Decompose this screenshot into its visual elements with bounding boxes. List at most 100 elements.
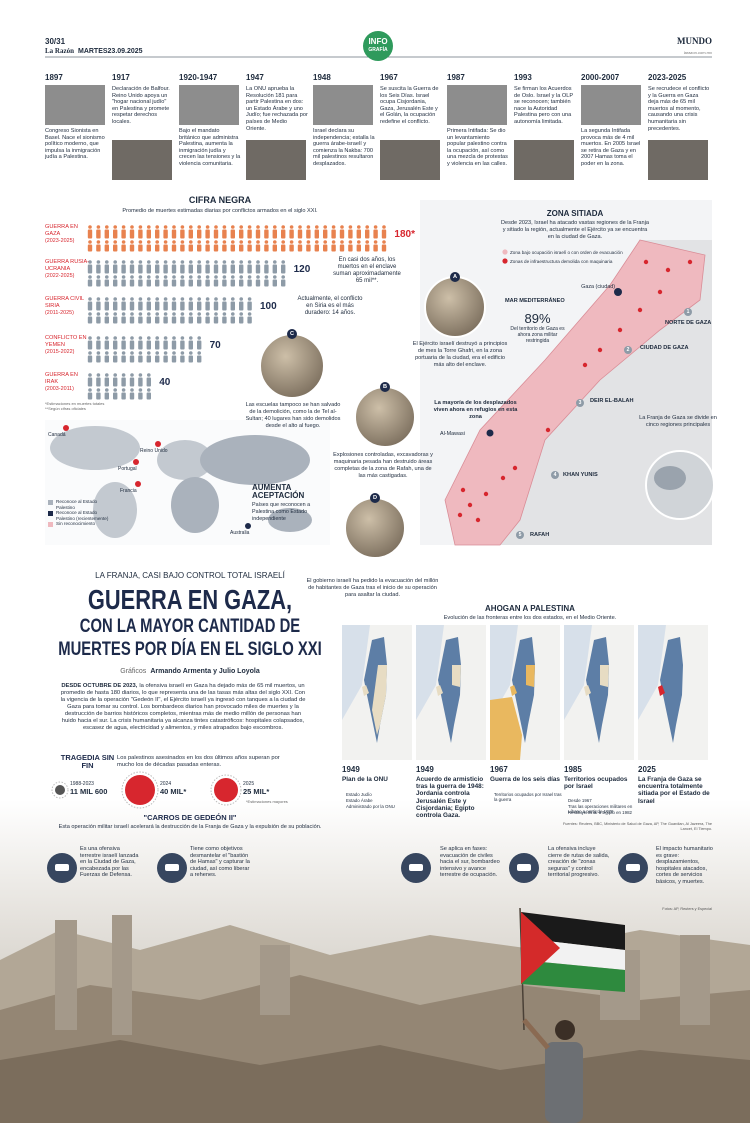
person-body [113,229,118,239]
person-head [96,312,101,316]
person-head [231,312,235,316]
timeline-text: Se firman los Acuerdos de Oslo. Israel y… [514,86,573,125]
person-body [104,279,109,287]
person-body [222,229,227,239]
map-legend: Tras las operaciones militares en Líbano… [568,804,633,814]
person-body [213,316,219,324]
person-head [239,260,243,264]
person-body [205,279,210,287]
person-body [138,301,143,311]
person-head [121,312,126,316]
icon-row [87,260,286,287]
person-body [138,279,143,287]
person-head [205,240,210,244]
total: 40 MIL* [160,787,187,796]
footnote: *Estimaciones mayores [246,799,288,804]
person-body [138,392,143,400]
person-head [256,260,260,264]
map-caption: Plan de la ONU [342,776,388,783]
person-head [121,388,126,392]
section-text: Los palestinos asesinados en los dos últ… [117,755,280,768]
person-body [205,301,210,311]
map-west-bank [452,665,461,687]
person-body [87,340,93,350]
timeline-year: 1987 [447,73,465,82]
legend-swatch [48,511,53,516]
row-period: (2022-2025) [45,273,75,279]
person-head [222,297,227,301]
person-head [189,297,193,301]
timeline-photo [45,85,105,125]
person-head [88,225,92,229]
badge [363,31,393,61]
demolition-dot [687,259,693,265]
person-head [247,240,252,244]
person-body [239,229,244,239]
person-head [323,240,328,244]
person-body [314,229,319,239]
demolition-dot [467,502,473,508]
paper-name: La Razón [45,47,74,55]
map-gaza [436,685,443,696]
demolition-dot [617,327,623,333]
person-head [172,297,176,301]
person-body [138,316,143,324]
person-body [247,264,252,274]
timeline-text: Se suscita la Guerra de los Seis Días. I… [380,86,439,125]
person-body [297,229,303,239]
person-head [163,240,168,244]
person-head [96,275,101,279]
person-body [121,355,126,363]
person-head [222,312,227,316]
person-body [155,264,160,274]
person-body [155,316,160,324]
demolition-dot [483,491,489,497]
annotation: La mayoría de los desplazados viven ahor… [433,400,518,420]
map-legend: Estado Árabe [346,798,373,803]
person-head [96,260,101,264]
border-map [638,625,708,760]
person-body [146,340,151,350]
person-body [138,229,143,239]
photo-letter: D [372,495,378,501]
person-head [197,225,201,229]
person-body [146,316,151,324]
person-body [188,264,193,274]
timeline-text: Bajo el mandato británico que administra… [179,128,241,167]
person-head [121,260,126,264]
person-head [373,225,378,229]
person-head [331,240,336,244]
map-caption: Territorios ocupados por Israel [564,776,628,791]
person-head [197,351,201,355]
region-number-circle [551,471,559,479]
person-head [88,297,92,301]
person-body [113,316,118,324]
person-head [189,260,193,264]
person-body [96,392,101,400]
person-head [138,351,143,355]
person-body [188,301,193,311]
map-caption: Guerra de los seis días [490,776,560,783]
person-head [96,388,101,392]
person-body [104,355,109,363]
operation-item: Se aplica en fases: evacuación de civile… [440,846,500,879]
person-body [356,244,361,252]
person-head [222,260,227,264]
timeline-year: 1947 [246,73,264,82]
person-body [171,355,177,363]
legend-swatch [502,249,508,255]
period: 2025 [243,781,255,787]
person-head [357,240,361,244]
person-head [96,240,101,244]
person-body [113,301,118,311]
person-body [381,229,387,239]
person-body [113,264,118,274]
region-name: RAFAH [530,532,550,538]
person-head [348,225,353,229]
person-body [104,340,109,350]
map-year: 1985 [564,765,582,774]
percent: 89% [524,311,551,326]
person-body [230,301,235,311]
person-head [264,260,269,264]
person-body [188,244,193,252]
